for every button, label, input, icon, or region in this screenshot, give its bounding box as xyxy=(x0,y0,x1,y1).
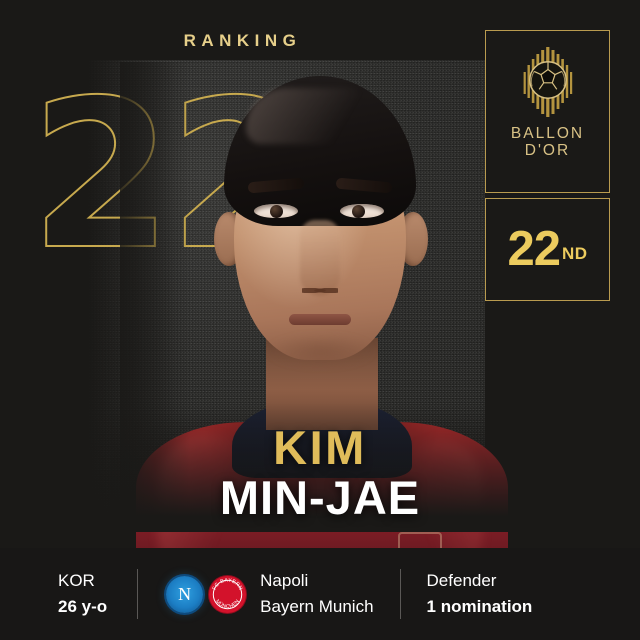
mouth xyxy=(289,314,351,325)
hair-highlight xyxy=(246,88,384,144)
club-info-column: Napoli Bayern Munich xyxy=(260,568,373,621)
svg-text:MÜNCHEN: MÜNCHEN xyxy=(214,598,241,609)
player-position: Defender xyxy=(426,570,497,590)
player-first-name: KIM xyxy=(273,421,367,474)
nomination-count: 1 nomination xyxy=(426,597,533,616)
napoli-badge-icon: N xyxy=(166,575,204,613)
rank-badge-box: 22 ND xyxy=(485,198,610,301)
page-title: RANKING xyxy=(183,31,302,50)
logo-line-2: D'OR xyxy=(524,142,571,160)
role-info-column: Defender 1 nomination xyxy=(427,568,533,621)
info-divider-2 xyxy=(399,569,401,619)
club-badges: N FC BAYERN MÜNCHEN xyxy=(166,575,247,613)
nose xyxy=(300,220,340,296)
country-code: KOR xyxy=(58,570,95,590)
football-icon xyxy=(528,61,567,99)
rank-ordinal-suffix: ND xyxy=(561,243,588,263)
photo-fade-bottom xyxy=(110,402,530,532)
bayern-ring: FC BAYERN MÜNCHEN xyxy=(209,576,246,612)
ballon-dor-logo-box: BALLON D'OR xyxy=(485,30,610,193)
napoli-monogram: N xyxy=(178,583,192,604)
chin-shadow xyxy=(266,334,376,368)
player-info-bar: KOR 26 y-o N FC BAYERN MÜNCHEN xyxy=(0,548,640,640)
club-name-1: Napoli xyxy=(260,570,309,590)
ballon-dor-logo-mark xyxy=(511,43,585,121)
player-last-name: MIN-JAE xyxy=(219,470,421,524)
nostrils xyxy=(302,286,338,295)
pupil-left xyxy=(270,205,283,218)
rank-number: 22 xyxy=(507,222,561,276)
country-info-column: KOR 26 y-o xyxy=(58,568,107,621)
info-divider-1 xyxy=(137,569,139,619)
player-name-block: KIM MIN-JAE xyxy=(0,424,640,524)
player-age: 26 y-o xyxy=(58,597,108,616)
bayern-munich-badge-icon: FC BAYERN MÜNCHEN xyxy=(209,575,247,613)
rank-display: 22 ND xyxy=(507,225,587,274)
pupil-right xyxy=(352,205,365,218)
ballon-dor-wordmark: BALLON D'OR xyxy=(511,125,584,160)
club-name-2: Bayern Munich xyxy=(260,597,374,616)
logo-line-1: BALLON xyxy=(510,125,585,142)
